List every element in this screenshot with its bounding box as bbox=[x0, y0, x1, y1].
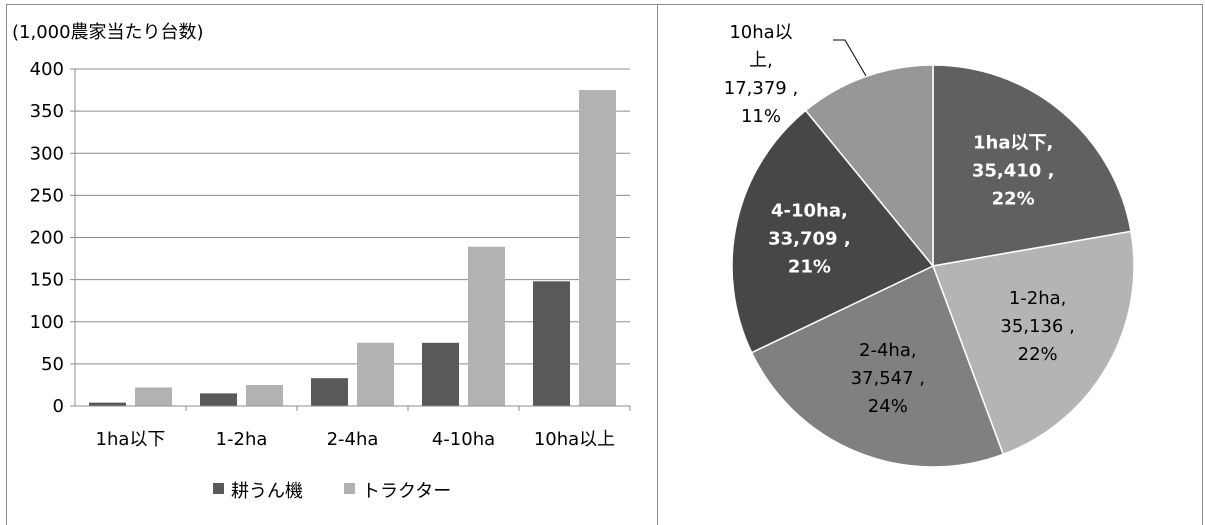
x-tick-label: 1-2ha bbox=[216, 429, 268, 450]
bar-series-2-1 bbox=[246, 384, 283, 406]
pie-slice-3 bbox=[731, 109, 935, 354]
y-tick-label: 100 bbox=[30, 312, 64, 333]
pie-label-1-line-1: 35,136 , bbox=[1000, 316, 1074, 337]
outside-label-line-4: 11% bbox=[741, 106, 781, 127]
bar-y-tick-labels: 0 50 100 150 200 250 300 350 400 bbox=[30, 59, 64, 417]
pie-outside-label: 10ha以 上, 17,379 , 11% bbox=[724, 22, 798, 127]
bar-chart: (1,000農家当たり台数) 050100150200250300350400 … bbox=[12, 22, 631, 502]
pie-leader-line bbox=[833, 39, 867, 77]
outside-label-line-2: 上, bbox=[749, 50, 773, 71]
pie-slice-4 bbox=[804, 64, 934, 269]
pie-slice-2 bbox=[750, 264, 1005, 468]
figure-border bbox=[6, 4, 1203, 525]
x-tick-label: 1ha以下 bbox=[96, 429, 166, 450]
x-tick-label: 10ha以上 bbox=[534, 429, 615, 450]
bar-series-2-4 bbox=[579, 90, 616, 406]
bar-series-2-2 bbox=[357, 342, 394, 406]
bar-gridlines bbox=[70, 68, 630, 407]
pie-slice-labels: 1ha以下, 35,410 , 22% 1-2ha, 35,136 , 22% 2-4ha,… bbox=[768, 133, 1075, 417]
outside-label-line-3: 17,379 , bbox=[724, 78, 798, 99]
legend-swatch-series-1 bbox=[213, 483, 224, 494]
pie-label-0-line-2: 22% bbox=[992, 189, 1035, 210]
bar-series-1-0 bbox=[89, 402, 126, 406]
pie-label-1-line-0: 1-2ha, bbox=[1009, 288, 1067, 309]
pie-label-2-line-0: 2-4ha, bbox=[859, 340, 917, 361]
legend-swatch-series-2 bbox=[344, 483, 355, 494]
outside-label-line-1: 10ha以 bbox=[729, 22, 792, 43]
pie-chart: 1ha以下, 35,410 , 22% 1-2ha, 35,136 , 22% 2-4ha,… bbox=[724, 22, 1135, 468]
pie-slices bbox=[731, 64, 1135, 468]
y-tick-label: 400 bbox=[30, 59, 64, 80]
bar-legend: 耕うん機 トラクター bbox=[213, 481, 451, 502]
pie-label-1-line-2: 22% bbox=[1018, 344, 1058, 365]
y-tick-label: 50 bbox=[41, 354, 64, 375]
legend-label-series-2: トラクター bbox=[362, 481, 451, 502]
bar-series-1-2 bbox=[311, 378, 348, 406]
pie-label-0-line-0: 1ha以下, bbox=[973, 133, 1053, 154]
y-tick-label: 200 bbox=[30, 228, 64, 249]
bar-x-tick-labels: 1ha以下 1-2ha 2-4ha 4-10ha 10ha以上 bbox=[96, 429, 616, 450]
legend-label-series-1: 耕うん機 bbox=[231, 481, 303, 502]
x-tick-label: 2-4ha bbox=[327, 429, 379, 450]
y-tick-label: 150 bbox=[30, 270, 64, 291]
y-tick-label: 250 bbox=[30, 185, 64, 206]
bar-series-1-4 bbox=[533, 281, 570, 406]
y-tick-label: 300 bbox=[30, 143, 64, 164]
pie-label-3-line-2: 21% bbox=[788, 256, 831, 277]
pie-slice-0 bbox=[932, 64, 1132, 267]
y-tick-label: 350 bbox=[30, 101, 64, 122]
pie-label-3-line-0: 4-10ha, bbox=[771, 200, 848, 221]
pie-label-2-line-2: 24% bbox=[868, 396, 908, 417]
y-tick-label: 0 bbox=[53, 396, 64, 417]
y-axis-title: (1,000農家当たり台数) bbox=[12, 22, 204, 43]
bar-series-2-3 bbox=[468, 246, 505, 406]
pie-label-2-line-1: 37,547 , bbox=[851, 368, 925, 389]
bar-marks bbox=[89, 90, 631, 411]
bar-series-1-3 bbox=[422, 342, 459, 406]
pie-label-0-line-1: 35,410 , bbox=[972, 161, 1055, 182]
pie-label-3-line-1: 33,709 , bbox=[768, 228, 851, 249]
bar-series-1-1 bbox=[200, 393, 237, 406]
bar-series-2-0 bbox=[135, 387, 172, 406]
x-tick-label: 4-10ha bbox=[432, 429, 495, 450]
